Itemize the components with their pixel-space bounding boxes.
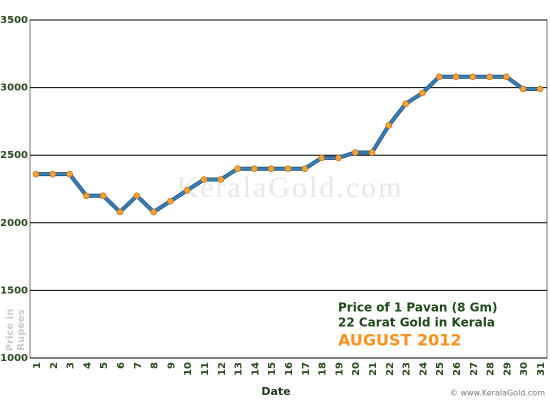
x-tick-label: 6	[116, 362, 127, 369]
point	[66, 170, 73, 178]
y-tick-label: 23000	[0, 83, 28, 94]
x-tick-label: 2	[49, 362, 60, 369]
point	[519, 85, 527, 93]
point	[435, 73, 443, 81]
x-tick-label: 9	[166, 362, 177, 369]
point	[234, 165, 241, 173]
y-tick-label: 22500	[0, 150, 28, 161]
point	[351, 149, 359, 156]
x-tick-label: 13	[234, 362, 245, 376]
point	[301, 165, 309, 173]
x-tick-label: 24	[418, 362, 429, 376]
point	[419, 89, 426, 97]
x-tick-label: 8	[150, 362, 161, 369]
annotation: AUGUST 2012	[338, 331, 462, 350]
point	[368, 149, 376, 156]
x-tick-label: 20	[351, 362, 362, 376]
x-tick-label: 15	[267, 362, 278, 376]
x-tick-label: 5	[99, 362, 110, 369]
y-axis-label: Price in	[5, 309, 16, 351]
point	[469, 73, 477, 81]
point	[150, 208, 157, 216]
point	[133, 192, 141, 200]
y-tick-label: 21000	[0, 353, 28, 364]
x-tick-label: 28	[486, 362, 497, 376]
point	[335, 154, 342, 162]
y-axis-label: Rupees	[16, 309, 27, 351]
x-tick-label: 1	[32, 362, 43, 369]
point	[49, 170, 57, 178]
x-tick-label: 11	[200, 362, 211, 376]
point	[284, 165, 292, 173]
point	[452, 73, 460, 81]
point	[217, 176, 225, 183]
point	[385, 122, 393, 129]
point	[318, 154, 325, 162]
x-tick-label: 17	[301, 362, 312, 376]
point	[402, 100, 409, 108]
point	[167, 197, 174, 205]
x-tick-label: 26	[452, 362, 463, 376]
point	[116, 208, 124, 216]
y-tick-label: 23500	[0, 15, 28, 26]
y-tick-label: 21500	[0, 285, 28, 296]
x-tick-label: 27	[469, 362, 480, 376]
x-tick-label: 7	[133, 362, 144, 369]
x-tick-label: 25	[435, 362, 446, 376]
x-tick-label: 3	[66, 362, 77, 369]
x-tick-label: 21	[368, 362, 379, 376]
x-tick-label: 30	[519, 362, 530, 376]
point	[200, 176, 208, 183]
x-tick-label: 29	[502, 362, 513, 376]
point	[536, 85, 544, 93]
annotation: Price of 1 Pavan (8 Gm)	[338, 301, 498, 315]
credit: © www.KeralaGold.com	[450, 389, 545, 398]
x-tick-label: 22	[385, 362, 396, 376]
point	[32, 170, 40, 178]
y-tick-label: 22000	[0, 218, 28, 229]
point	[83, 192, 90, 200]
annotation: 22 Carat Gold in Kerala	[338, 316, 495, 330]
x-tick-label: 10	[183, 362, 194, 376]
x-tick-label: 19	[334, 362, 345, 376]
point	[183, 187, 191, 194]
x-tick-label: 31	[536, 362, 547, 376]
x-tick-label: 16	[284, 362, 295, 376]
x-tick-label: 18	[318, 362, 329, 376]
x-axis-label: Date	[261, 385, 290, 398]
x-tick-label: 12	[217, 362, 228, 376]
point	[99, 192, 107, 200]
point	[267, 165, 275, 173]
point	[503, 73, 510, 81]
x-tick-label: 23	[402, 362, 413, 376]
x-tick-label: 4	[82, 362, 93, 369]
watermark: KeralaGold.com	[176, 171, 403, 204]
x-tick-label: 14	[250, 362, 261, 376]
point	[486, 73, 493, 81]
point	[251, 165, 258, 173]
